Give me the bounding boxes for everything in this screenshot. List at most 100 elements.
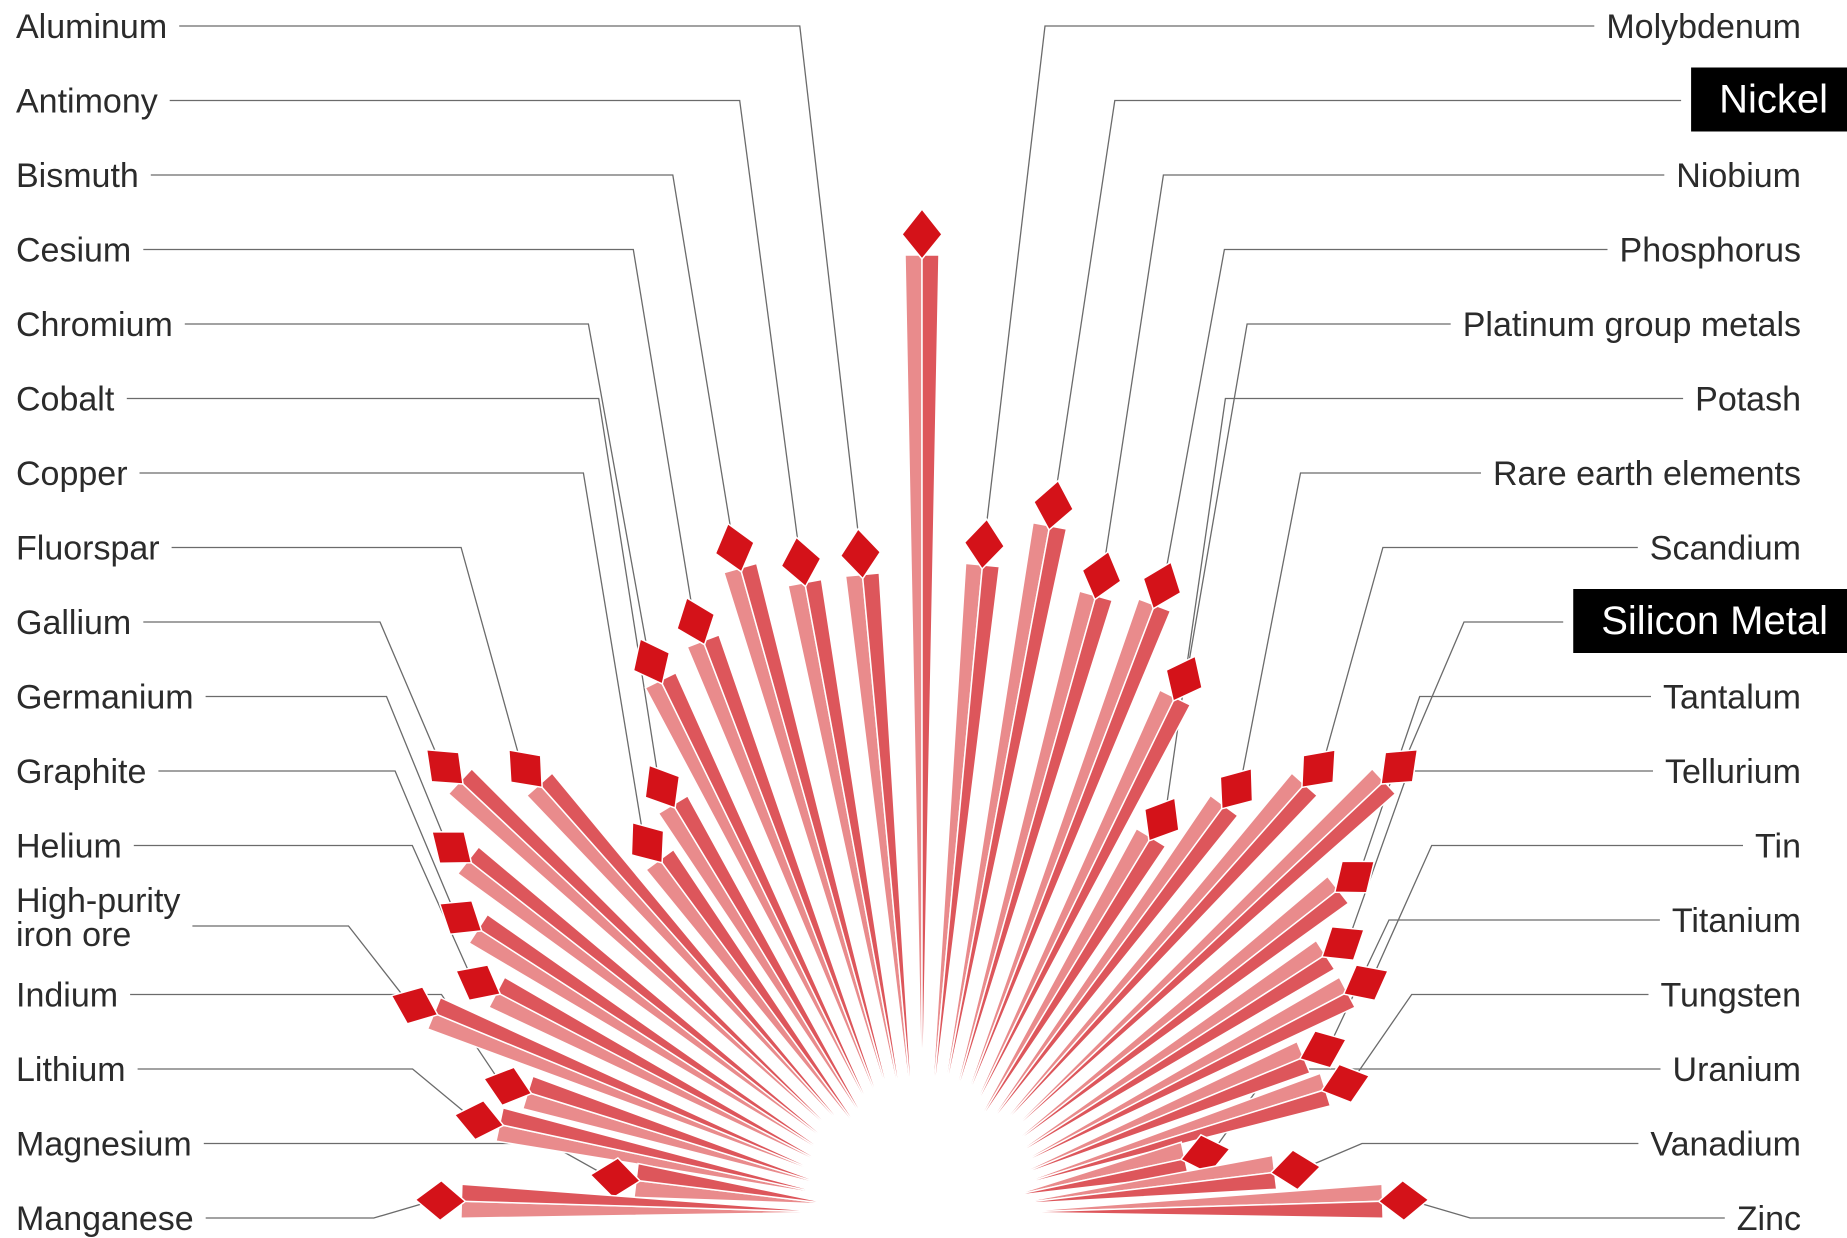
label-text-tellurium: Tellurium: [1665, 753, 1801, 791]
leader-aluminum: [179, 25, 861, 548]
ray-bismuth-face-dark: [739, 562, 899, 1129]
ray-tantalum-tip: [1333, 860, 1376, 894]
ray-copper-tip: [630, 821, 665, 864]
label-fluorspar: Fluorspar: [16, 530, 160, 568]
label-text-high-purity-iron-ore: High-purity iron ore: [16, 882, 180, 954]
ray-potash-tip: [1143, 797, 1180, 842]
leader-lithium: [137, 1068, 474, 1120]
ray-antimony-face-dark: [803, 578, 907, 1127]
leader-fluorspar: [171, 546, 522, 764]
ray-molybdenum-tip: [963, 517, 1006, 571]
leader-gallium: [143, 621, 441, 763]
ray-rare-earth-elements: [974, 767, 1254, 1144]
label-text-gallium: Gallium: [16, 604, 131, 642]
ray-manganese-tip: [414, 1179, 467, 1222]
leader-graphite: [158, 770, 456, 915]
mineral-labels: Aluminum Antimony Bismuth Cesium Chromium Cob…: [16, 8, 1847, 1238]
label-copper: Copper: [16, 455, 128, 493]
label-text-aluminum: Aluminum: [16, 8, 167, 46]
ray-nickel-tip: [1032, 479, 1075, 532]
label-text-indium: Indium: [16, 977, 118, 1015]
ray-potash-face-dark: [968, 836, 1167, 1139]
label-tantalum: Tantalum: [1663, 679, 1801, 717]
ray-graphite: [438, 899, 847, 1167]
ray-tantalum-face-dark: [992, 888, 1350, 1161]
label-titanium: Titanium: [1672, 902, 1801, 940]
label-text-uranium: Uranium: [1673, 1051, 1801, 1089]
ray-uranium: [1009, 1133, 1231, 1197]
ray-chromium-tip: [632, 637, 671, 685]
ray-helium-face-dark: [495, 976, 843, 1174]
ray-phosphorus: [953, 560, 1182, 1132]
leader-molybdenum: [984, 25, 1595, 538]
label-text-rare-earth-elements: Rare earth elements: [1493, 455, 1801, 493]
label-bismuth: Bismuth: [16, 157, 139, 195]
label-text-fluorspar: Fluorspar: [16, 530, 160, 568]
label-text-platinum-group-metals: Platinum group metals: [1463, 306, 1801, 344]
ray-scandium: [981, 749, 1336, 1149]
ray-high-purity-iron-ore: [390, 986, 840, 1182]
ray-cesium: [676, 596, 891, 1132]
ray-high-purity-iron-ore-tip: [390, 986, 439, 1025]
ray-tellurium-tip: [1320, 925, 1366, 962]
ray-platinum-group-metals: [960, 655, 1203, 1135]
label-antimony: Antimony: [16, 83, 158, 121]
ray-magnesium: [589, 1157, 833, 1205]
label-manganese: Manganese: [16, 1200, 194, 1238]
ray-gallium-face-dark: [459, 767, 857, 1154]
ray-tin-tip: [1342, 964, 1390, 1002]
label-gallium: Gallium: [16, 604, 131, 642]
label-aluminum: Aluminum: [16, 8, 167, 46]
label-helium: Helium: [16, 828, 122, 866]
ray-zinc: [1011, 1179, 1430, 1222]
leader-nickel: [1054, 99, 1682, 499]
mineral-rays: [390, 207, 1430, 1222]
ray-uranium-face-dark: [1009, 1157, 1190, 1197]
leader-cobalt: [126, 397, 660, 782]
ray-gallium: [425, 748, 857, 1154]
ray-aluminum: [839, 527, 915, 1126]
ray-silicon-metal: [987, 748, 1419, 1154]
leader-antimony: [169, 99, 801, 556]
ray-tungsten-tip: [1320, 1063, 1371, 1104]
label-text-cobalt: Cobalt: [16, 381, 115, 419]
leader-indium: [130, 993, 503, 1085]
ray-indium-tip: [482, 1066, 533, 1107]
label-text-bismuth: Bismuth: [16, 157, 139, 195]
label-uranium: Uranium: [1673, 1051, 1801, 1089]
ray-rare-earth-elements-tip: [1219, 767, 1254, 810]
label-text-copper: Copper: [16, 455, 128, 493]
ray-tin-face-dark: [1001, 991, 1357, 1174]
ray-tellurium-face-dark: [997, 953, 1336, 1167]
ray-rare-earth-elements-face-dark: [974, 804, 1239, 1144]
ray-niobium: [945, 550, 1122, 1129]
leader-cesium: [143, 248, 694, 616]
label-highlight-nickel: [1691, 67, 1847, 132]
label-highlight-silicon-metal: [1573, 589, 1847, 653]
ray-fluorspar: [508, 749, 863, 1149]
label-text-phosphorus: Phosphorus: [1620, 232, 1801, 270]
ray-antimony-tip: [780, 536, 822, 588]
ray-niobium-face-dark: [945, 594, 1114, 1129]
ray-titanium-tip: [1298, 1030, 1348, 1069]
ray-manganese-face-dark: [460, 1183, 833, 1214]
label-text-chromium: Chromium: [16, 306, 173, 344]
ray-zinc-tip: [1377, 1179, 1430, 1222]
ray-titanium: [1004, 1030, 1348, 1182]
label-text-tin: Tin: [1755, 828, 1801, 866]
ray-antimony: [780, 536, 907, 1127]
ray-phosphorus-face-dark: [953, 604, 1172, 1132]
label-text-magnesium: Magnesium: [16, 1126, 192, 1164]
label-text-niobium: Niobium: [1676, 157, 1801, 195]
ray-graphite-tip: [438, 899, 483, 936]
ray-zinc-face-dark: [1011, 1200, 1384, 1219]
ray-molybdenum: [929, 517, 1006, 1126]
ray-indium-face-dark: [526, 1075, 837, 1190]
label-text-manganese: Manganese: [16, 1200, 194, 1238]
ray-magnesium-face-dark: [635, 1162, 833, 1205]
label-platinum-group-metals: Platinum group metals: [1463, 306, 1801, 344]
label-potash: Potash: [1695, 381, 1801, 419]
ray-germanium: [431, 830, 852, 1161]
ray-molybdenum-face-dark: [929, 564, 1001, 1126]
